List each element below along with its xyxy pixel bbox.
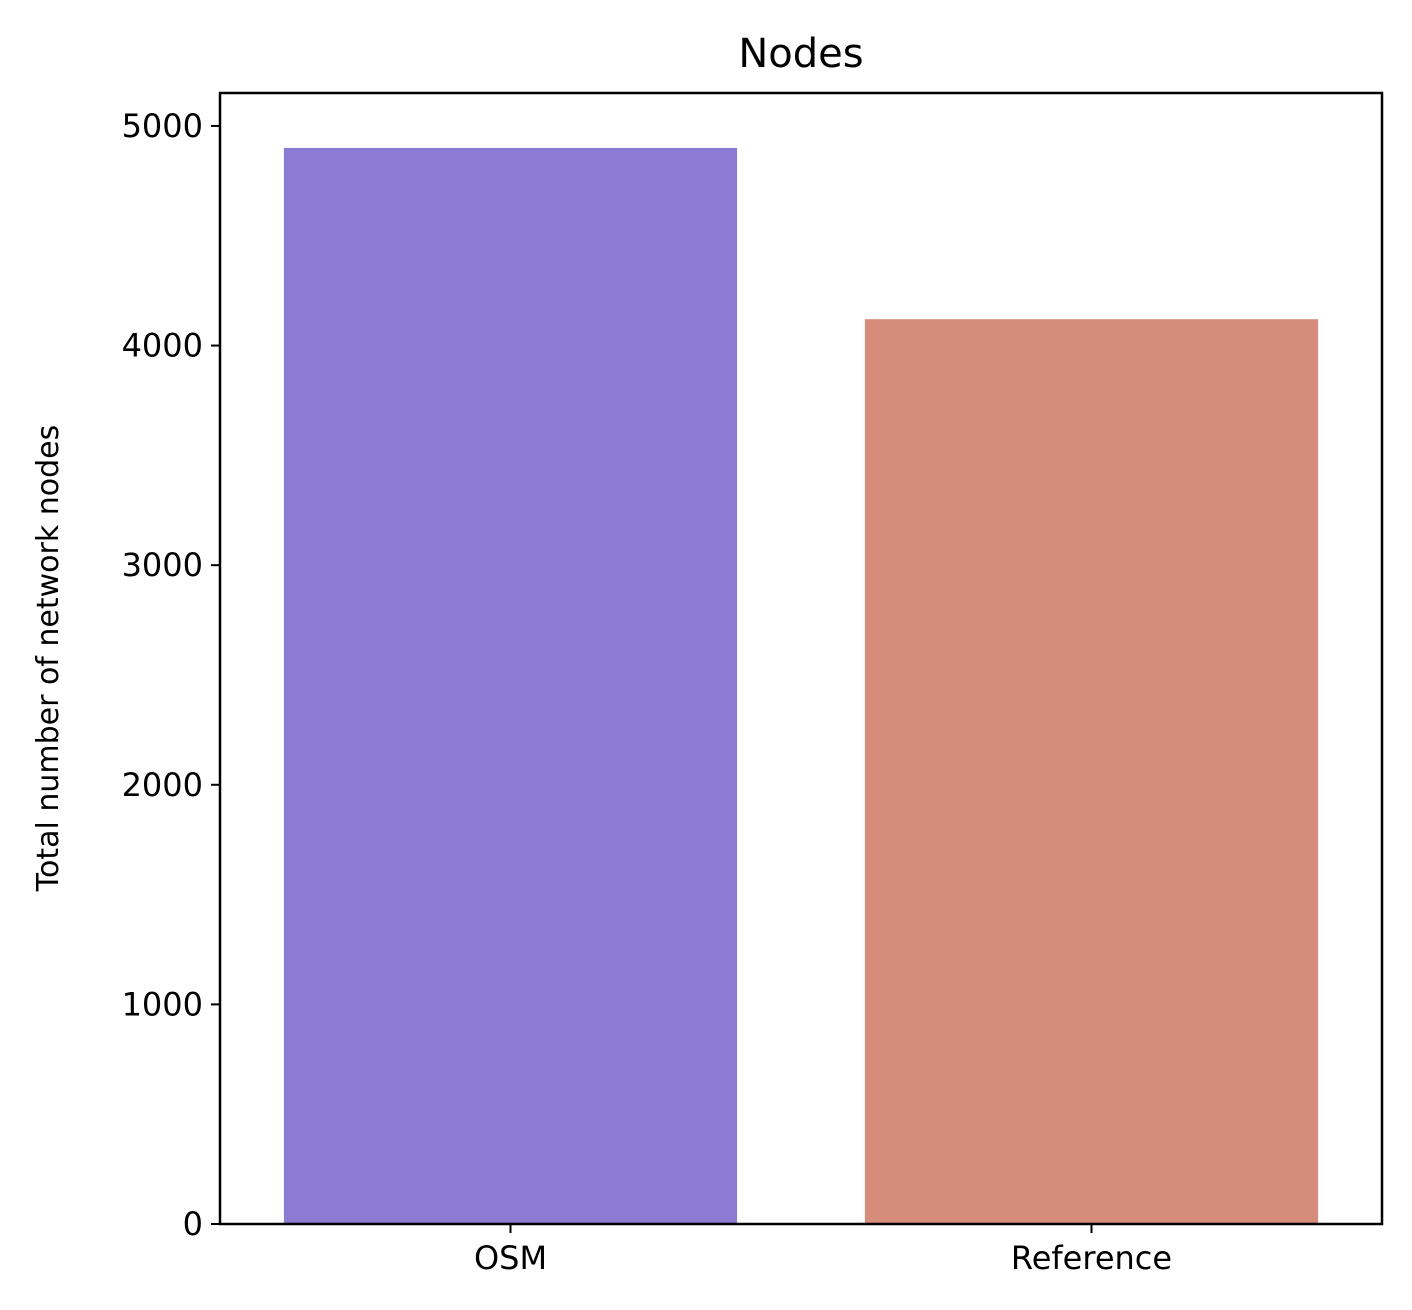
y-tick-label: 3000	[122, 546, 203, 584]
y-tick-label: 0	[183, 1205, 203, 1243]
y-axis-ticks: 0 1000 2000 3000 4000 5000	[122, 107, 220, 1243]
bar-reference	[864, 319, 1319, 1224]
plot-frame	[218, 91, 1384, 1226]
y-tick-label: 5000	[122, 107, 203, 145]
chart-title: Nodes	[738, 31, 863, 77]
x-tick-label: OSM	[474, 1239, 547, 1277]
bar-osm	[283, 147, 738, 1224]
y-tick-label: 1000	[122, 985, 203, 1023]
x-tick-label: Reference	[1011, 1239, 1172, 1277]
bars-group	[283, 147, 1319, 1224]
x-axis-ticks: OSM Reference	[474, 1224, 1172, 1277]
y-tick-label: 4000	[122, 327, 203, 365]
y-tick-label: 2000	[122, 766, 203, 804]
y-axis-label: Total number of network nodes	[31, 425, 66, 893]
